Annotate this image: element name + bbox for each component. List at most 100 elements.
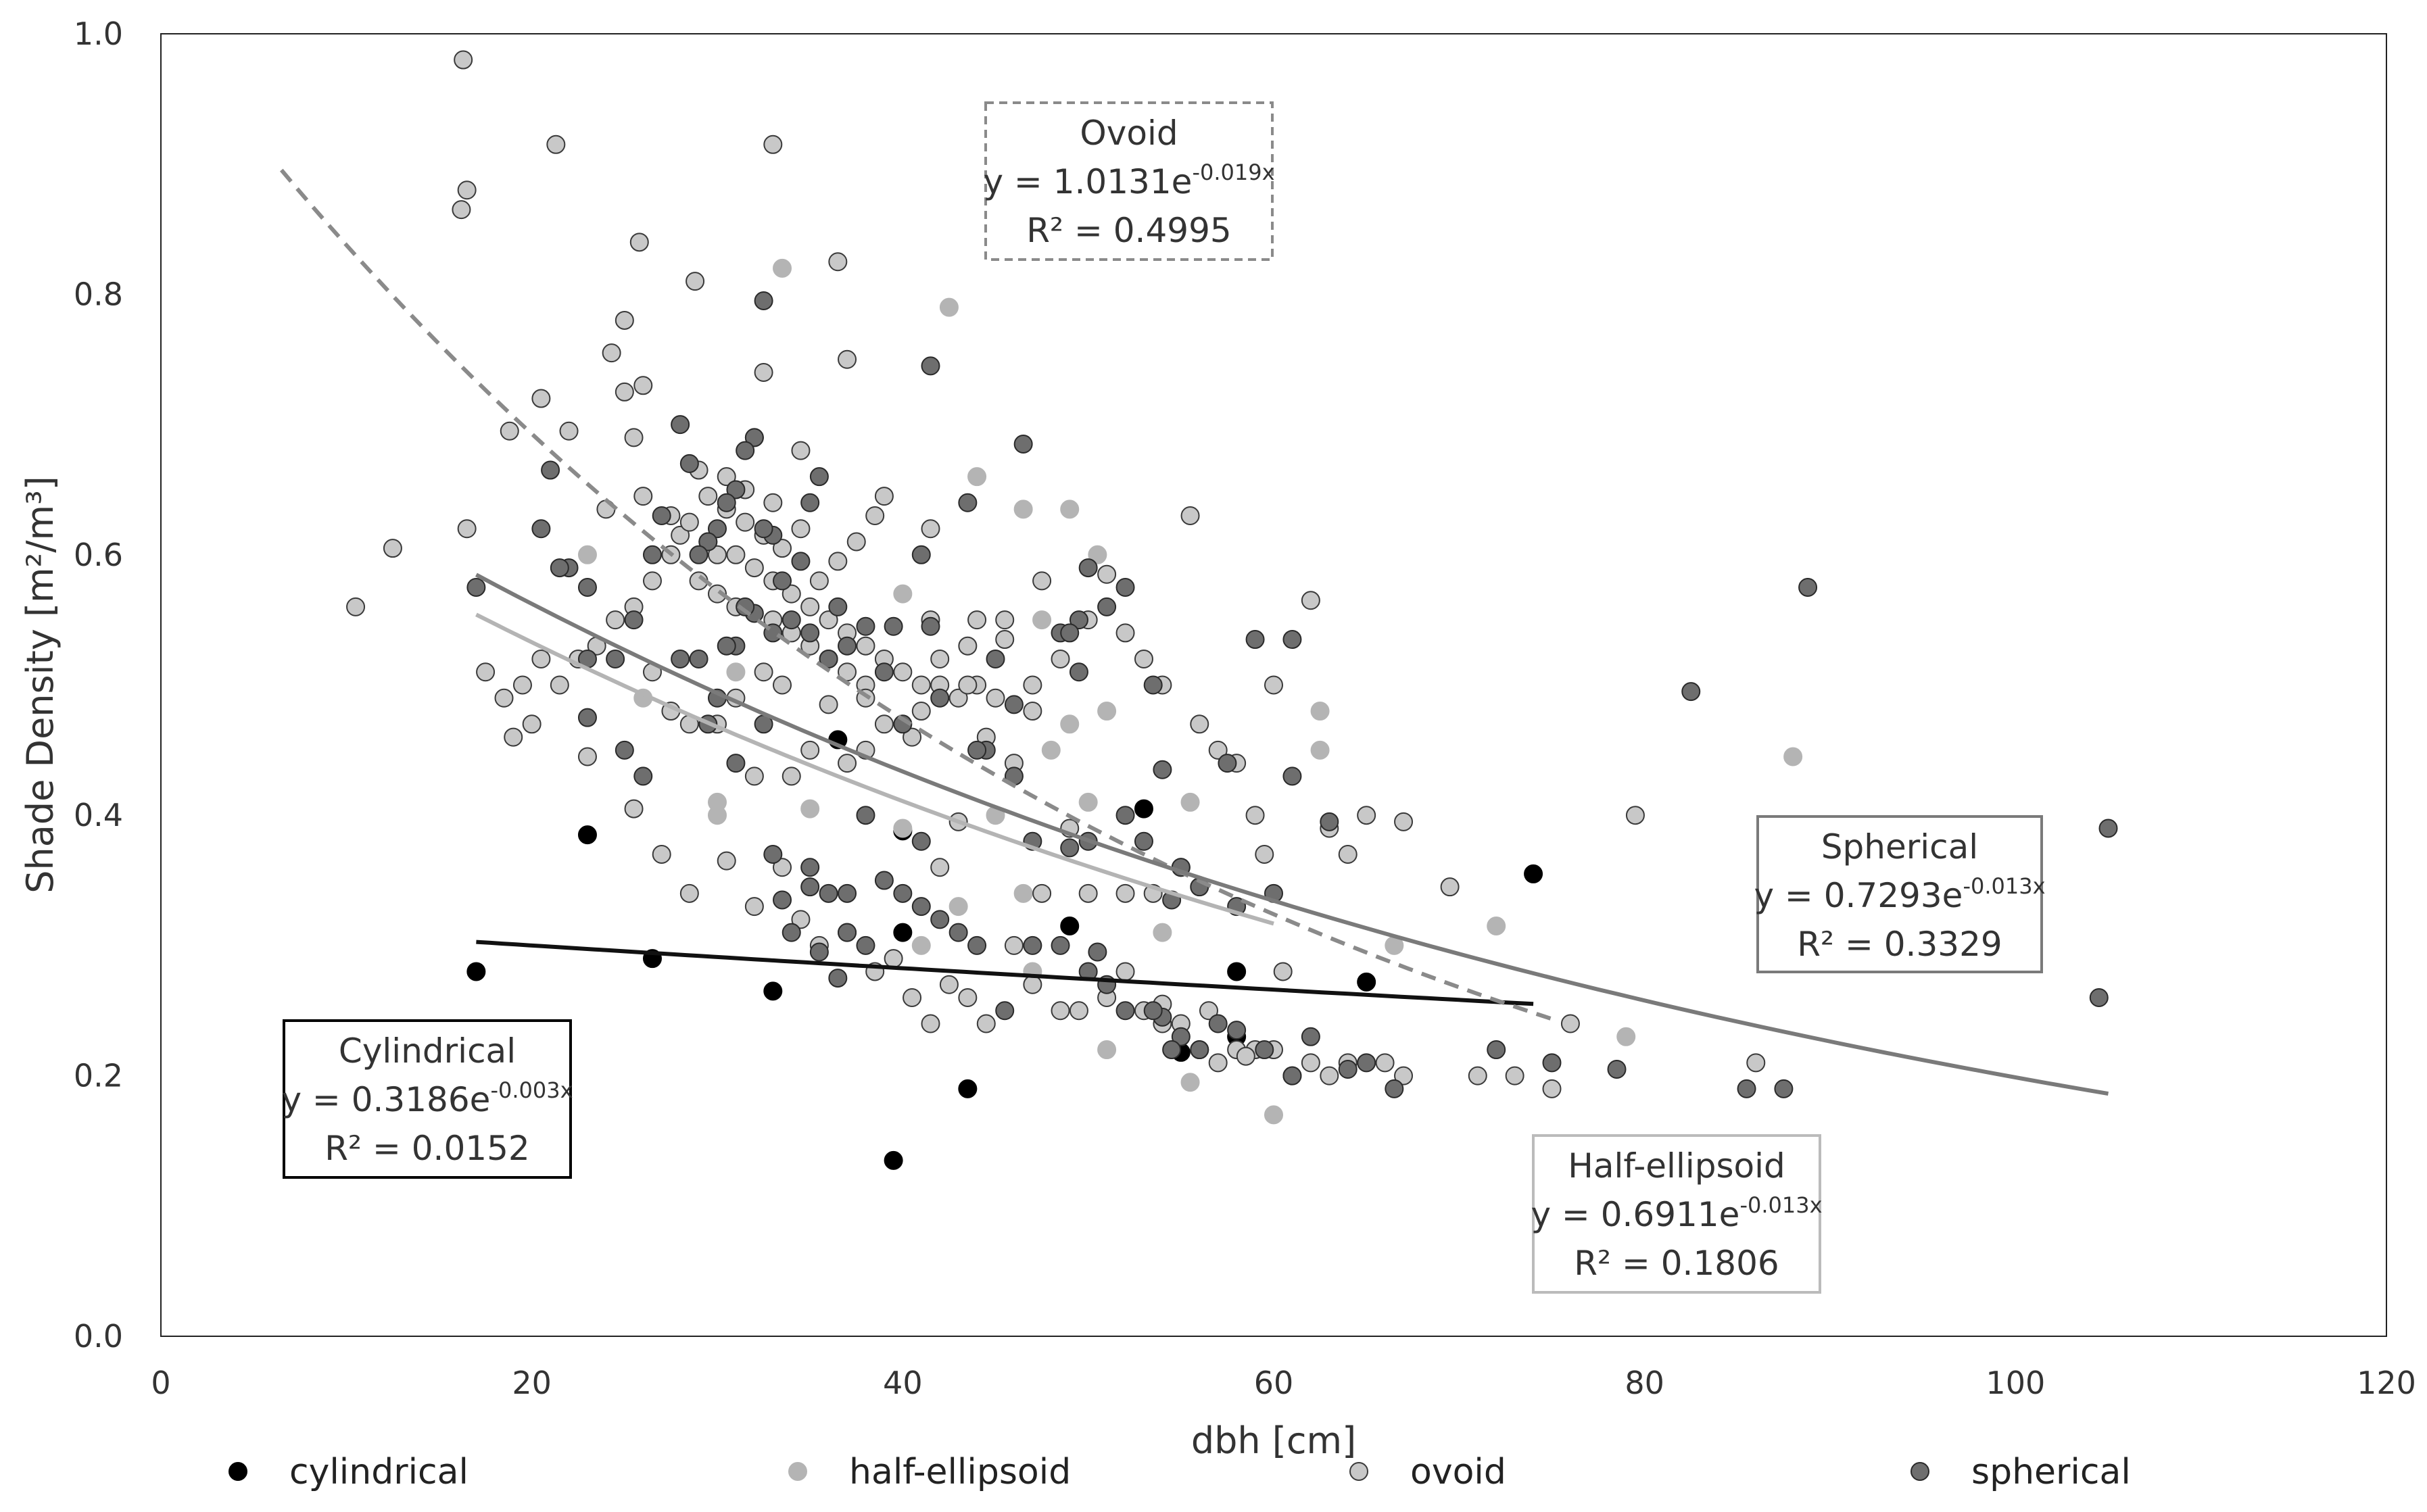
data-point-spherical (1097, 597, 1117, 616)
data-point-ovoid (1375, 1053, 1395, 1073)
data-point-spherical (1227, 1021, 1247, 1040)
legend-item-cylindrical: cylindrical (229, 1452, 468, 1492)
data-point-half-ellipsoid (773, 258, 792, 278)
data-point-half-ellipsoid (1088, 545, 1107, 564)
data-point-ovoid (874, 714, 894, 734)
data-point-ovoid (1440, 877, 1460, 897)
data-point-half-ellipsoid (1013, 883, 1033, 903)
data-point-ovoid (736, 512, 755, 532)
data-point-spherical (541, 460, 560, 480)
trendline-ovoid (280, 168, 1553, 1021)
data-point-ovoid (1004, 935, 1024, 955)
data-point-ovoid (763, 135, 783, 154)
data-point-half-ellipsoid (911, 935, 931, 955)
data-point-ovoid (476, 662, 496, 682)
data-point-ovoid (1023, 675, 1042, 695)
annotation-box (1756, 815, 2043, 973)
data-point-half-ellipsoid (1013, 499, 1033, 519)
data-point-half-ellipsoid (1310, 702, 1330, 721)
data-point-ovoid (1560, 1014, 1580, 1033)
data-point-half-ellipsoid (1060, 499, 1080, 519)
data-point-half-ellipsoid (1097, 702, 1117, 721)
data-point-spherical (689, 649, 708, 668)
annotation-equation: y = 0.7293e-0.013x (1754, 873, 2045, 915)
data-point-spherical (856, 616, 875, 636)
data-point-ovoid (809, 571, 829, 591)
legend-label: cylindrical (289, 1452, 468, 1492)
data-point-ovoid (504, 727, 523, 747)
data-point-ovoid (958, 987, 978, 1007)
data-point-spherical (1060, 623, 1080, 643)
data-point-ovoid (773, 539, 792, 558)
data-point-ovoid (1115, 623, 1135, 643)
y-tick-label: 1.0 (74, 16, 123, 52)
data-point-cylindrical (1524, 864, 1543, 883)
trendline-spherical (475, 572, 2109, 1096)
data-point-spherical (1255, 1040, 1274, 1060)
data-point-half-ellipsoid (1041, 740, 1061, 760)
annotation-box (283, 1019, 572, 1179)
data-point-ovoid (1023, 702, 1042, 721)
data-point-spherical (531, 519, 551, 539)
data-point-ovoid (838, 349, 857, 369)
data-point-ovoid (1115, 883, 1135, 903)
data-point-half-ellipsoid (939, 297, 959, 317)
data-point-spherical (1282, 630, 1302, 650)
data-point-ovoid (546, 135, 566, 154)
data-point-ovoid (967, 610, 987, 630)
data-point-ovoid (624, 428, 644, 447)
data-point-ovoid (1338, 845, 1357, 864)
data-point-ovoid (1245, 806, 1265, 825)
data-point-spherical (958, 493, 978, 512)
data-point-spherical (773, 571, 792, 591)
x-axis-ticks: 0 20 40 60 80 100 120 (151, 1365, 2416, 1401)
data-point-ovoid (383, 539, 402, 558)
data-point-ovoid (1208, 1053, 1228, 1073)
data-point-ovoid (457, 519, 477, 539)
data-point-spherical (967, 740, 987, 760)
data-point-ovoid (1320, 1066, 1339, 1086)
data-point-ovoid (531, 649, 551, 668)
data-point-spherical (1023, 935, 1042, 955)
data-point-half-ellipsoid (1616, 1027, 1636, 1046)
data-point-spherical (1385, 1079, 1404, 1098)
legend-label: spherical (1971, 1452, 2131, 1492)
data-point-spherical (736, 597, 755, 616)
y-axis-ticks: 0.0 0.2 0.4 0.6 0.8 1.0 (74, 16, 123, 1355)
data-point-ovoid (1069, 1001, 1088, 1021)
data-point-ovoid (921, 519, 940, 539)
data-point-ovoid (1505, 1066, 1524, 1086)
data-point-ovoid (633, 376, 653, 395)
data-point-spherical (1282, 1066, 1302, 1086)
data-point-spherical (2089, 987, 2109, 1007)
data-point-spherical (1487, 1040, 1506, 1060)
data-point-spherical (1171, 1027, 1191, 1046)
data-point-spherical (1088, 942, 1107, 962)
data-point-ovoid (976, 1014, 996, 1033)
data-point-cylindrical (958, 1079, 978, 1098)
data-point-ovoid (903, 987, 922, 1007)
annotation-box (984, 101, 1274, 261)
data-point-half-ellipsoid (708, 806, 727, 825)
data-point-ovoid (500, 421, 519, 441)
data-point-ovoid (773, 858, 792, 877)
data-point-spherical (717, 636, 736, 656)
data-point-spherical (642, 545, 662, 564)
data-point-ovoid (884, 949, 903, 969)
legend-label: ovoid (1410, 1452, 1506, 1492)
data-point-ovoid (1180, 506, 1200, 525)
data-point-ovoid (1097, 564, 1117, 584)
data-points (346, 50, 2118, 1170)
data-point-spherical (1190, 1040, 1209, 1060)
data-point-spherical (911, 897, 931, 917)
data-point-cylindrical (1227, 962, 1247, 981)
annotation-title: Cylindrical (339, 1031, 516, 1071)
data-point-ovoid (1134, 649, 1153, 668)
data-point-half-ellipsoid (1487, 916, 1506, 935)
data-point-ovoid (624, 799, 644, 819)
data-point-ovoid (911, 702, 931, 721)
data-point-cylindrical (763, 981, 783, 1001)
data-point-spherical (1060, 838, 1080, 858)
data-point-spherical (930, 688, 950, 708)
